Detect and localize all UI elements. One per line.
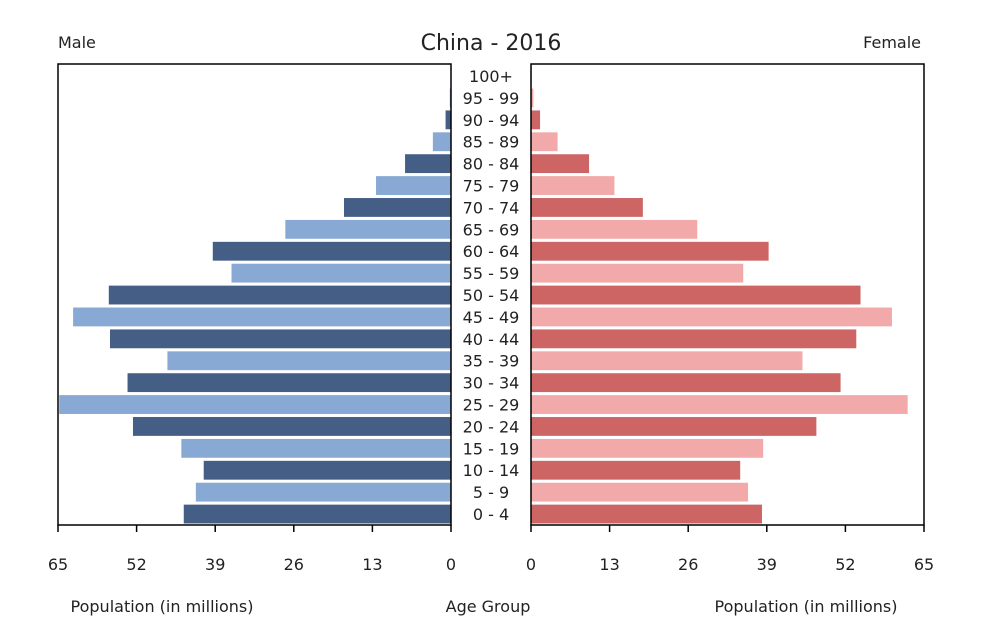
male-bar bbox=[445, 110, 451, 130]
age-group-label: 25 - 29 bbox=[463, 396, 520, 415]
male-bar bbox=[59, 395, 452, 414]
age-group-labels: 0 - 4 5 - 9 10 - 14 15 - 19 20 - 24 25 - 29 30… bbox=[463, 67, 520, 524]
male-bar bbox=[285, 219, 451, 239]
female-side-label: Female bbox=[863, 33, 921, 52]
age-group-label: 35 - 39 bbox=[463, 352, 520, 371]
age-group-label: 100+ bbox=[469, 67, 513, 86]
male-bar bbox=[183, 504, 451, 524]
female-bar bbox=[531, 351, 803, 371]
female-tick-label: 0 bbox=[526, 555, 536, 574]
female-tick-label: 26 bbox=[678, 555, 698, 574]
male-tick-label: 13 bbox=[362, 555, 382, 574]
male-bar bbox=[108, 285, 451, 305]
male-bar bbox=[376, 176, 451, 195]
male-bar bbox=[73, 307, 451, 327]
age-group-label: 90 - 94 bbox=[463, 111, 520, 130]
age-group-label: 70 - 74 bbox=[463, 198, 520, 217]
female-bar bbox=[531, 460, 741, 480]
age-group-label: 40 - 44 bbox=[463, 330, 520, 349]
age-group-label: 55 - 59 bbox=[463, 264, 520, 283]
male-bar bbox=[181, 438, 451, 458]
male-bar bbox=[231, 263, 451, 283]
female-tick-label: 52 bbox=[835, 555, 855, 574]
male-bars bbox=[59, 66, 452, 524]
female-axis-label: Population (in millions) bbox=[715, 597, 898, 616]
male-tick-label: 39 bbox=[205, 555, 225, 574]
male-bar bbox=[212, 241, 451, 261]
female-axis-ticks: 0 13 26 39 52 65 bbox=[526, 525, 934, 574]
female-bar bbox=[531, 373, 841, 393]
male-axis-ticks: 65 52 39 26 13 0 bbox=[48, 525, 456, 574]
male-tick-label: 65 bbox=[48, 555, 68, 574]
female-bar bbox=[531, 132, 558, 152]
age-group-label: 20 - 24 bbox=[463, 417, 520, 436]
female-bar bbox=[531, 241, 769, 261]
female-bar bbox=[531, 504, 762, 524]
female-bars bbox=[531, 66, 908, 524]
male-bar bbox=[109, 329, 452, 349]
age-group-label: 80 - 84 bbox=[463, 155, 520, 174]
male-bar bbox=[405, 154, 451, 174]
age-group-axis-label: Age Group bbox=[446, 597, 531, 616]
female-bar bbox=[531, 263, 744, 283]
male-tick-label: 26 bbox=[284, 555, 304, 574]
female-bar bbox=[531, 110, 541, 130]
male-axis-label: Population (in millions) bbox=[71, 597, 254, 616]
female-bar bbox=[531, 307, 892, 327]
female-tick-label: 13 bbox=[599, 555, 619, 574]
male-bar bbox=[195, 482, 451, 502]
male-tick-label: 52 bbox=[126, 555, 146, 574]
age-group-label: 50 - 54 bbox=[463, 286, 520, 305]
male-bar bbox=[132, 417, 452, 436]
female-bar bbox=[531, 154, 590, 174]
age-group-label: 65 - 69 bbox=[463, 220, 520, 239]
age-group-label: 5 - 9 bbox=[473, 483, 509, 502]
male-bar bbox=[127, 373, 452, 393]
age-group-label: 45 - 49 bbox=[463, 308, 520, 327]
male-side-label: Male bbox=[58, 33, 96, 52]
female-bar bbox=[531, 329, 857, 349]
female-bar bbox=[531, 438, 764, 458]
female-bar bbox=[531, 88, 534, 108]
female-bar bbox=[531, 176, 615, 195]
male-bar bbox=[432, 132, 451, 152]
age-group-label: 15 - 19 bbox=[463, 439, 520, 458]
male-bar bbox=[167, 351, 452, 371]
male-bar bbox=[343, 198, 451, 217]
age-group-label: 85 - 89 bbox=[463, 133, 520, 152]
female-tick-label: 65 bbox=[914, 555, 934, 574]
age-group-label: 95 - 99 bbox=[463, 89, 520, 108]
female-bar bbox=[531, 198, 643, 217]
age-group-label: 0 - 4 bbox=[473, 505, 509, 524]
age-group-label: 30 - 34 bbox=[463, 374, 520, 393]
female-tick-label: 39 bbox=[757, 555, 777, 574]
female-bar bbox=[531, 417, 817, 436]
female-plot-frame bbox=[530, 63, 925, 526]
chart-title: China - 2016 bbox=[421, 31, 562, 56]
female-bar bbox=[531, 395, 908, 414]
age-group-label: 60 - 64 bbox=[463, 242, 520, 261]
male-bar bbox=[203, 460, 451, 480]
male-tick-label: 0 bbox=[446, 555, 456, 574]
female-bar bbox=[531, 482, 749, 502]
age-group-label: 10 - 14 bbox=[463, 461, 520, 480]
age-group-label: 75 - 79 bbox=[463, 177, 520, 196]
female-bar bbox=[531, 219, 698, 239]
female-bar bbox=[531, 285, 861, 305]
male-plot-frame bbox=[57, 63, 452, 526]
